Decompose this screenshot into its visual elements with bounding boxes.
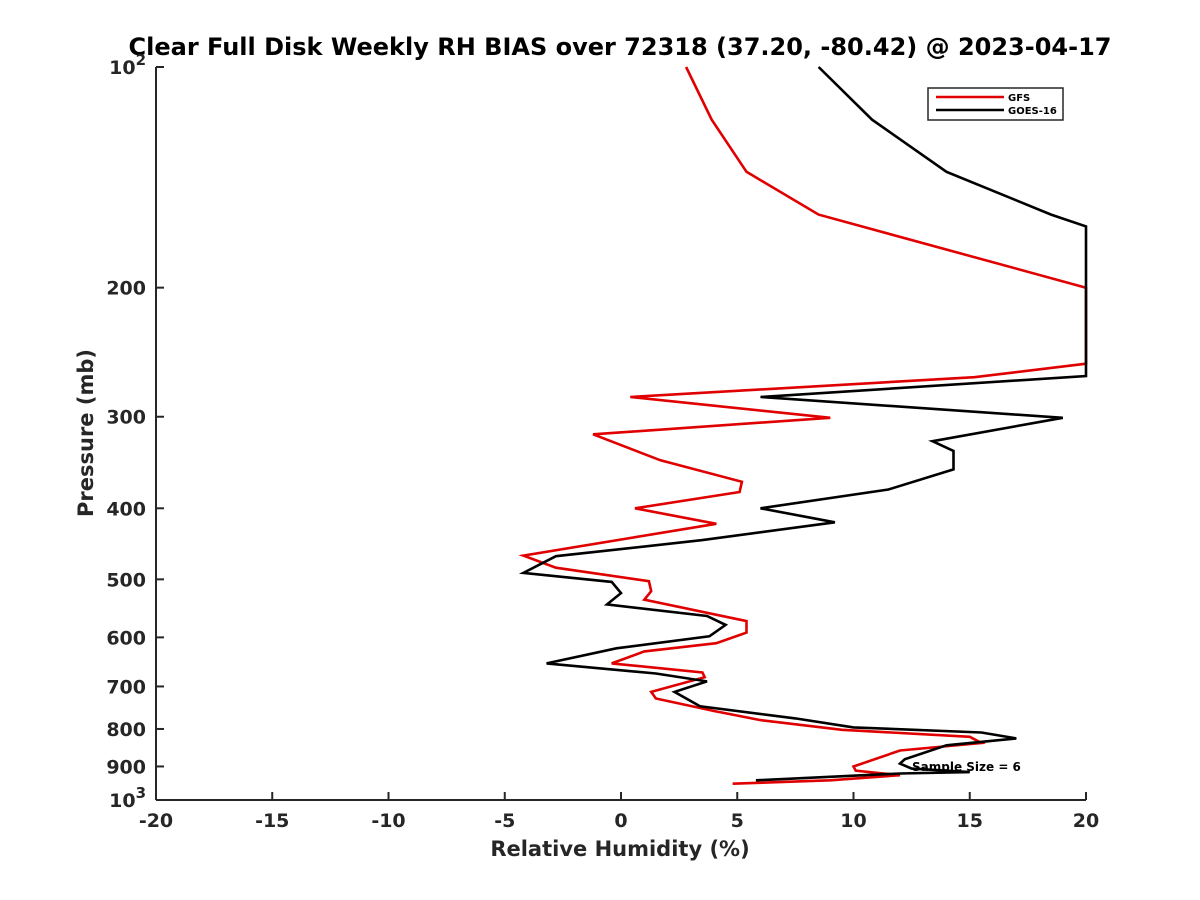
legend-label: GFS — [1008, 93, 1030, 104]
y-tick-label: 102 — [109, 51, 146, 79]
x-tick-label: 20 — [1073, 810, 1099, 832]
legend-box — [927, 87, 1064, 121]
x-axis-label: Relative Humidity (%) — [490, 837, 749, 861]
legend: GFS GOES-16 — [927, 87, 1064, 121]
y-tick-label: 400 — [106, 498, 146, 520]
y-tick-label: 500 — [106, 569, 146, 591]
y-tick-label: 300 — [106, 407, 146, 429]
x-tick-label: 0 — [614, 810, 627, 832]
y-axis-label: Pressure (mb) — [74, 349, 98, 517]
series-line-goes-16 — [518, 66, 1088, 782]
x-tick-label: -20 — [139, 810, 173, 832]
series-line-gfs — [518, 66, 1088, 785]
chart-title: Clear Full Disk Weekly RH BIAS over 7231… — [129, 33, 1112, 61]
y-tick-label: 800 — [106, 719, 146, 741]
y-tick-label: 700 — [106, 676, 146, 698]
y-tick-label: 103 — [109, 784, 146, 812]
x-tick-label: -5 — [494, 810, 515, 832]
x-tick-label: 15 — [957, 810, 983, 832]
y-tick-label: 600 — [106, 627, 146, 649]
series-layer — [518, 66, 1088, 785]
y-tick-label: 900 — [106, 756, 146, 778]
axes-layer: -20 -15 -10 -5 0 5 10 15 20 102 200 300 400 500 600 700… — [106, 51, 1099, 832]
legend-label: GOES-16 — [1008, 106, 1057, 117]
x-tick-label: -10 — [371, 810, 405, 832]
x-tick-label: 5 — [731, 810, 744, 832]
sample-size-annotation: Sample Size = 6 — [912, 760, 1021, 774]
y-tick-label: 200 — [106, 278, 146, 300]
x-tick-label: 10 — [840, 810, 866, 832]
x-tick-label: -15 — [255, 810, 289, 832]
